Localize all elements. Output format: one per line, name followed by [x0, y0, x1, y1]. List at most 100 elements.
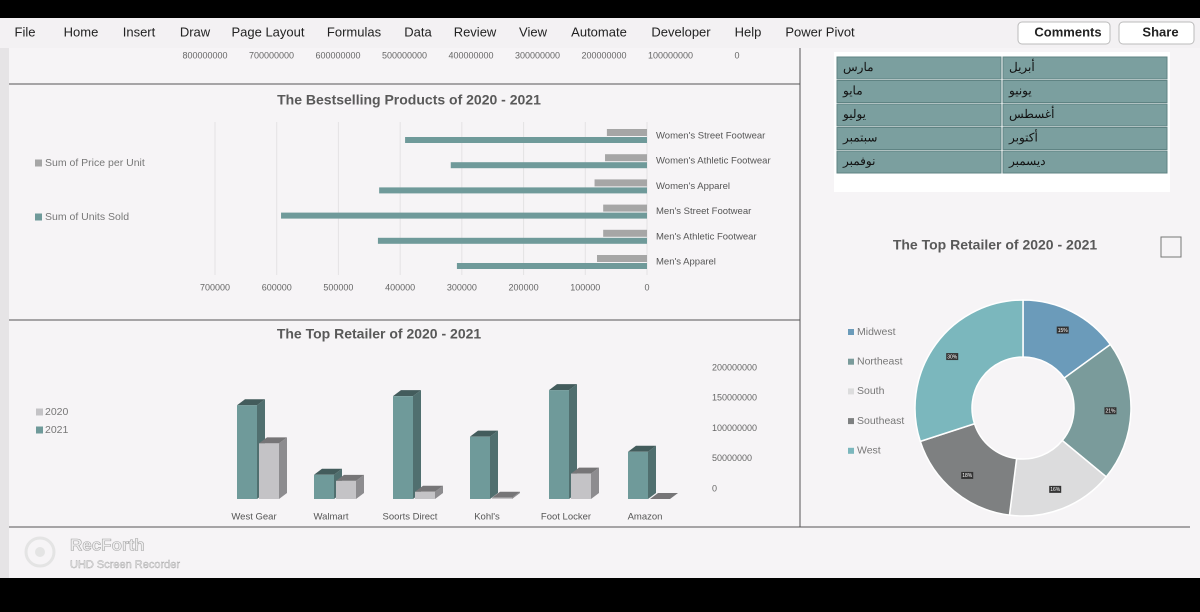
- x-tick-label: 100000000: [648, 50, 693, 60]
- x-tick-label: 300000000: [515, 50, 560, 60]
- bar-top: [314, 468, 342, 475]
- bar-side: [591, 467, 599, 499]
- table-cell[interactable]: [836, 56, 1002, 80]
- bar-top: [549, 384, 577, 391]
- ribbon-button[interactable]: [1118, 21, 1195, 45]
- bar-top: [336, 474, 364, 481]
- bar-top: [492, 491, 520, 498]
- x-tick-label: 600000000: [315, 50, 360, 60]
- bar: [628, 451, 648, 499]
- legend-label: Northeast: [857, 355, 903, 367]
- selected-cell[interactable]: [1160, 236, 1182, 258]
- data-label: 30%: [947, 354, 958, 360]
- ribbon-button-label[interactable]: Comments: [1034, 24, 1101, 39]
- ribbon-tab[interactable]: Page Layout: [231, 24, 304, 39]
- x-tick-label: 600000: [262, 282, 292, 292]
- x-tick-label: Kohl's: [474, 512, 500, 523]
- data-label: 15%: [1058, 328, 1069, 334]
- legend-swatch: [848, 447, 854, 454]
- y-tick-label: Women's Street Footwear: [656, 131, 765, 142]
- doughnut-segment: [919, 422, 1018, 516]
- table-cell-text: نوفمبر: [842, 154, 875, 168]
- table-cell[interactable]: [836, 103, 1002, 127]
- table-cell-text: أبريل: [1009, 59, 1035, 74]
- table-cell[interactable]: [1002, 103, 1168, 127]
- data-label: 16%: [1050, 487, 1061, 493]
- bar-top: [237, 399, 265, 406]
- table-cell-text: يوليو: [842, 107, 866, 121]
- data-label-bg: [1049, 485, 1062, 493]
- table-cell[interactable]: [836, 150, 1002, 174]
- bar-top: [571, 467, 599, 474]
- table-cell-text: أكتوبر: [1008, 130, 1038, 145]
- doughnut-segment: [1061, 343, 1132, 478]
- watermark-subtitle: UHD Screen Recorder: [70, 559, 180, 571]
- table-cell[interactable]: [836, 127, 1002, 150]
- legend-label: 2021: [45, 424, 69, 436]
- ribbon-tab[interactable]: Automate: [571, 24, 627, 39]
- ribbon-tab[interactable]: File: [15, 24, 36, 39]
- bar: [456, 263, 647, 269]
- ribbon-tab[interactable]: Insert: [123, 24, 156, 39]
- legend-swatch: [35, 213, 42, 221]
- bar: [314, 474, 334, 499]
- bar: [603, 229, 647, 237]
- legend-label: Southeast: [857, 415, 904, 427]
- ribbon-tab[interactable]: View: [519, 24, 548, 39]
- ribbon-tab[interactable]: Data: [404, 24, 432, 39]
- bar: [259, 443, 279, 499]
- legend-swatch: [36, 408, 43, 416]
- table-cell[interactable]: [1002, 127, 1168, 150]
- legend-swatch: [36, 426, 43, 434]
- bar-top: [415, 485, 443, 492]
- bar: [405, 137, 647, 143]
- table-cell[interactable]: [1002, 150, 1168, 174]
- table-cell[interactable]: [836, 80, 1002, 103]
- ribbon-tab[interactable]: Developer: [651, 24, 711, 39]
- y-tick-label: Women's Apparel: [656, 181, 730, 192]
- bar-side: [512, 491, 520, 499]
- legend-swatch: [848, 329, 854, 335]
- ribbon-tab[interactable]: Draw: [180, 24, 211, 39]
- y-tick-label: 150000000: [712, 393, 757, 403]
- y-tick-label: 100000000: [712, 423, 757, 433]
- x-tick-label: 700000: [200, 282, 230, 292]
- ribbon-tab[interactable]: Review: [454, 24, 497, 39]
- table-cell-text: مارس: [843, 60, 874, 74]
- ribbon-tab[interactable]: Help: [735, 24, 762, 39]
- bar: [281, 212, 647, 219]
- ribbon-button-label[interactable]: Share: [1142, 24, 1178, 39]
- bar-top: [470, 430, 498, 437]
- data-label: 18%: [962, 473, 973, 479]
- bar-top: [650, 493, 678, 499]
- bar: [470, 436, 490, 499]
- bar: [393, 396, 413, 499]
- ribbon: [0, 18, 1200, 48]
- bar-side: [356, 474, 364, 499]
- x-tick-label: 700000000: [249, 50, 294, 60]
- data-label-bg: [961, 471, 974, 479]
- ribbon-tab[interactable]: Home: [64, 24, 99, 39]
- data-label-bg: [1104, 407, 1117, 415]
- x-tick-label: 400000000: [448, 50, 493, 60]
- x-tick-label: Soorts Direct: [383, 512, 438, 523]
- x-tick-label: 800000000: [182, 50, 227, 60]
- x-tick-label: 100000: [570, 282, 600, 292]
- data-label-bg: [946, 353, 959, 361]
- ribbon-tab[interactable]: Power Pivot: [785, 24, 855, 39]
- x-tick-label: Walmart: [313, 512, 348, 523]
- bar: [606, 129, 647, 136]
- ribbon-button[interactable]: [1017, 21, 1111, 45]
- table-cell-text: أغسطس: [1009, 106, 1054, 121]
- legend-swatch: [848, 388, 854, 395]
- ribbon-tab[interactable]: Formulas: [327, 24, 382, 39]
- x-tick-label: 300000: [447, 282, 477, 292]
- data-label-bg: [1056, 326, 1069, 334]
- legend-label: Sum of Units Sold: [45, 211, 129, 223]
- table-cell[interactable]: [1002, 80, 1168, 103]
- bar-top: [259, 437, 287, 444]
- y-tick-label: 50000000: [712, 453, 752, 463]
- table-cell-text: سبتمبر: [842, 131, 877, 145]
- x-tick-label: 0: [734, 50, 739, 60]
- table-cell[interactable]: [1002, 56, 1168, 80]
